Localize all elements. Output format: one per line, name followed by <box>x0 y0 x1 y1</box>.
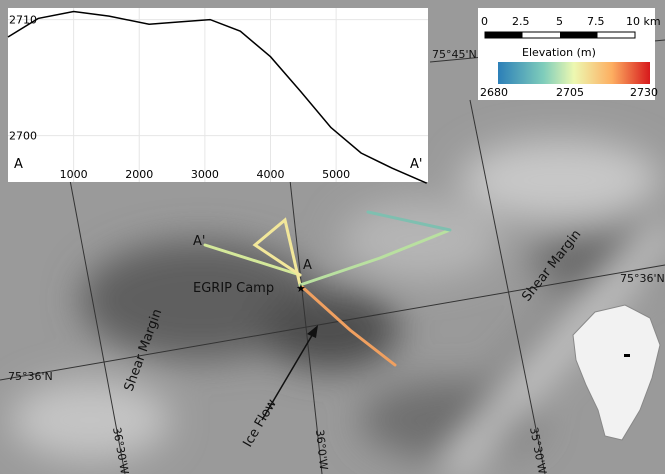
scale-bar <box>485 32 635 38</box>
profile-annotation: A <box>14 157 23 172</box>
feature-label: EGRIP Camp <box>193 281 274 296</box>
scale-label: 7.5 <box>587 15 605 28</box>
lat-label: 75°36'N <box>8 370 53 383</box>
profile-background <box>8 8 428 182</box>
colorbar-label: 2730 <box>630 86 658 99</box>
lat-label: 75°45'N <box>432 48 477 61</box>
colorbar-title: Elevation (m) <box>522 46 596 59</box>
x-tick-label: 3000 <box>191 168 219 181</box>
x-tick-label: 1000 <box>60 168 88 181</box>
site-marker <box>624 354 630 357</box>
x-tick-label: 4000 <box>257 168 285 181</box>
y-tick-label: 2710 <box>9 14 37 27</box>
profile-annotation: A' <box>410 157 422 172</box>
colorbar <box>498 62 650 84</box>
y-tick-label: 2700 <box>9 130 37 143</box>
colorbar-label: 2705 <box>556 86 584 99</box>
scale-label: 5 <box>556 15 563 28</box>
feature-label: A' <box>193 234 205 249</box>
x-tick-label: 5000 <box>322 168 350 181</box>
lat-label: 75°36'N <box>620 272 665 285</box>
camp-marker: ★ <box>296 282 306 295</box>
colorbar-label: 2680 <box>480 86 508 99</box>
scale-label: 0 <box>481 15 488 28</box>
x-tick-label: 2000 <box>125 168 153 181</box>
scale-label: 10 km <box>626 15 661 28</box>
map-figure: ★ 75°45'N 75°36'N 75°36'N 36°30'W 36°0'W… <box>0 0 665 474</box>
elevation-profile: A A' 2700 2710 1000 2000 3000 4000 5000 <box>8 8 428 183</box>
scale-label: 2.5 <box>512 15 530 28</box>
feature-label: A <box>303 258 312 273</box>
